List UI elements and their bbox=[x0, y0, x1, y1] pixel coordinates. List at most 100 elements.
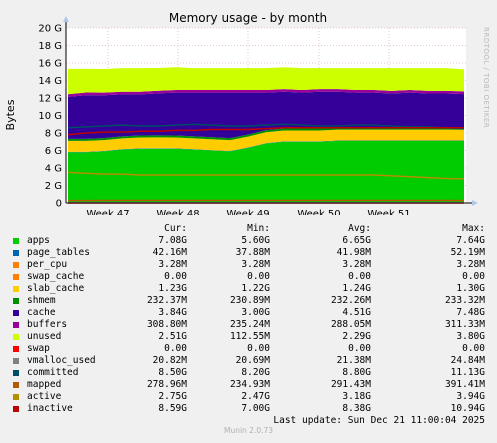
legend-min: 230.89M bbox=[229, 295, 270, 306]
x-tick-label: Week 47 bbox=[86, 209, 129, 215]
x-tick-label: Week 49 bbox=[226, 209, 269, 215]
legend-cur: 8.59G bbox=[158, 403, 187, 414]
legend-swatch bbox=[13, 298, 19, 304]
legend-cur: 42.16M bbox=[152, 247, 187, 258]
legend-cur: 278.96M bbox=[146, 379, 187, 390]
legend-row-buffers: buffers 308.80M 235.24M 288.05M 311.33M bbox=[0, 319, 497, 331]
legend-swatch bbox=[13, 334, 19, 340]
legend-row-unused: unused 2.51G 112.55M 2.29G 3.80G bbox=[0, 331, 497, 343]
legend-avg: 1.24G bbox=[342, 283, 371, 294]
legend-min: 112.55M bbox=[229, 331, 270, 342]
y-tick-label: 16 G bbox=[38, 59, 62, 70]
legend-name: slab_cache bbox=[27, 283, 85, 294]
munin-version: Munin 2.0.73 bbox=[223, 426, 274, 435]
legend-row-cache: cache 3.84G 3.00G 4.51G 7.48G bbox=[0, 307, 497, 319]
legend-min: 5.60G bbox=[241, 235, 270, 246]
legend-swatch bbox=[13, 382, 19, 388]
legend-max: 1.30G bbox=[456, 283, 485, 294]
legend-name: apps bbox=[27, 235, 50, 246]
legend-avg: 21.38M bbox=[336, 355, 371, 366]
line-inactive bbox=[67, 127, 464, 136]
legend-min: 0.00 bbox=[247, 271, 270, 282]
legend-swatch bbox=[13, 250, 19, 256]
legend-name: page_tables bbox=[27, 247, 90, 258]
rrdtool-credit: RRDTOOL / TOBI OETIKER bbox=[482, 27, 490, 128]
line-active bbox=[67, 171, 465, 180]
y-tick-label: 14 G bbox=[38, 76, 62, 87]
legend-max: 52.19M bbox=[450, 247, 485, 258]
line-committed bbox=[67, 123, 465, 130]
legend-max: 391.41M bbox=[444, 379, 485, 390]
legend-row-swap: swap 0.00 0.00 0.00 0.00 bbox=[0, 343, 497, 355]
legend-avg: 3.28M bbox=[342, 259, 371, 270]
legend-cur: 0.00 bbox=[164, 343, 187, 354]
legend-swatch bbox=[13, 358, 19, 364]
legend-row-swap-cache: swap_cache 0.00 0.00 0.00 0.00 bbox=[0, 271, 497, 283]
legend-avg: 0.00 bbox=[348, 271, 371, 282]
legend-name: swap_cache bbox=[27, 271, 85, 282]
legend-row-mapped: mapped 278.96M 234.93M 291.43M 391.41M bbox=[0, 379, 497, 391]
x-tick-label: Week 51 bbox=[367, 209, 410, 215]
legend-max: 24.84M bbox=[450, 355, 485, 366]
legend-max: 0.00 bbox=[462, 343, 485, 354]
legend-row-page-tables: page_tables 42.16M 37.88M 41.98M 52.19M bbox=[0, 247, 497, 259]
legend-min: 7.00G bbox=[241, 403, 270, 414]
area-unused bbox=[68, 67, 464, 95]
legend-max: 311.33M bbox=[444, 319, 485, 330]
legend-cur: 8.50G bbox=[158, 367, 187, 378]
y-tick-label: 8 G bbox=[45, 129, 62, 140]
legend-name: inactive bbox=[27, 403, 73, 414]
legend-name: cache bbox=[27, 307, 56, 318]
legend-cur: 2.75G bbox=[158, 391, 187, 402]
y-tick-label: 0 bbox=[56, 199, 62, 210]
legend-cur: 0.00 bbox=[164, 271, 187, 282]
y-tick-label: 2 G bbox=[45, 181, 62, 192]
legend-avg: 291.43M bbox=[330, 379, 371, 390]
legend-max: 11.13G bbox=[450, 367, 485, 378]
legend-row-slab-cache: slab_cache 1.23G 1.22G 1.24G 1.30G bbox=[0, 283, 497, 295]
legend-cur: 232.37M bbox=[146, 295, 187, 306]
legend-avg: 8.38G bbox=[342, 403, 371, 414]
legend-swatch bbox=[13, 238, 19, 244]
header-avg: Avg: bbox=[348, 223, 371, 234]
chart-title: Memory usage - by month bbox=[169, 11, 327, 25]
legend-cur: 308.80M bbox=[146, 319, 187, 330]
legend-min: 235.24M bbox=[229, 319, 270, 330]
legend-max: 7.64G bbox=[456, 235, 485, 246]
legend-min: 20.69M bbox=[235, 355, 270, 366]
legend-name: swap bbox=[27, 343, 50, 354]
legend-swatch bbox=[13, 370, 19, 376]
legend-max: 233.32M bbox=[444, 295, 485, 306]
legend-avg: 0.00 bbox=[348, 343, 371, 354]
y-tick-label: 20 G bbox=[38, 24, 62, 35]
legend-name: committed bbox=[27, 367, 79, 378]
legend-cur: 3.28M bbox=[158, 259, 187, 270]
legend-swatch bbox=[13, 262, 19, 268]
legend-name: per_cpu bbox=[27, 259, 68, 270]
area-shmem bbox=[68, 127, 464, 141]
legend-min: 37.88M bbox=[235, 247, 270, 258]
legend-row-vmalloc-used: vmalloc_used 20.82M 20.69M 21.38M 24.84M bbox=[0, 355, 497, 367]
legend-min: 3.00G bbox=[241, 307, 270, 318]
legend-max: 3.80G bbox=[456, 331, 485, 342]
legend-header-row: Cur: Min: Avg: Max: bbox=[0, 223, 497, 235]
legend-min: 0.00 bbox=[247, 343, 270, 354]
x-tick-label: Week 50 bbox=[297, 209, 340, 215]
legend-swatch bbox=[13, 274, 19, 280]
legend-min: 2.47G bbox=[241, 391, 270, 402]
x-axis-arrow bbox=[472, 200, 478, 206]
y-tick-labels: 0 2 G 4 G 6 G 8 G 10 G 12 G 14 G 16 G 18 G 20 G bbox=[38, 24, 62, 210]
memory-chart: Memory usage - by month Bytes RRDTOOL / … bbox=[4, 11, 490, 215]
legend-row-apps: apps 7.08G 5.60G 6.65G 7.64G bbox=[0, 235, 497, 247]
legend-min: 8.20G bbox=[241, 367, 270, 378]
legend-avg: 41.98M bbox=[336, 247, 371, 258]
legend-avg: 288.05M bbox=[330, 319, 371, 330]
series-areas bbox=[68, 67, 464, 203]
legend-swatch bbox=[13, 322, 19, 328]
legend-name: shmem bbox=[27, 295, 56, 306]
legend-table: Cur: Min: Avg: Max: apps 7.08G 5.60G 6.65G 7… bbox=[0, 223, 497, 427]
legend-avg: 4.51G bbox=[342, 307, 371, 318]
legend-row-active: active 2.75G 2.47G 3.18G 3.94G bbox=[0, 391, 497, 403]
legend-swatch bbox=[13, 310, 19, 316]
legend-cur: 20.82M bbox=[152, 355, 187, 366]
